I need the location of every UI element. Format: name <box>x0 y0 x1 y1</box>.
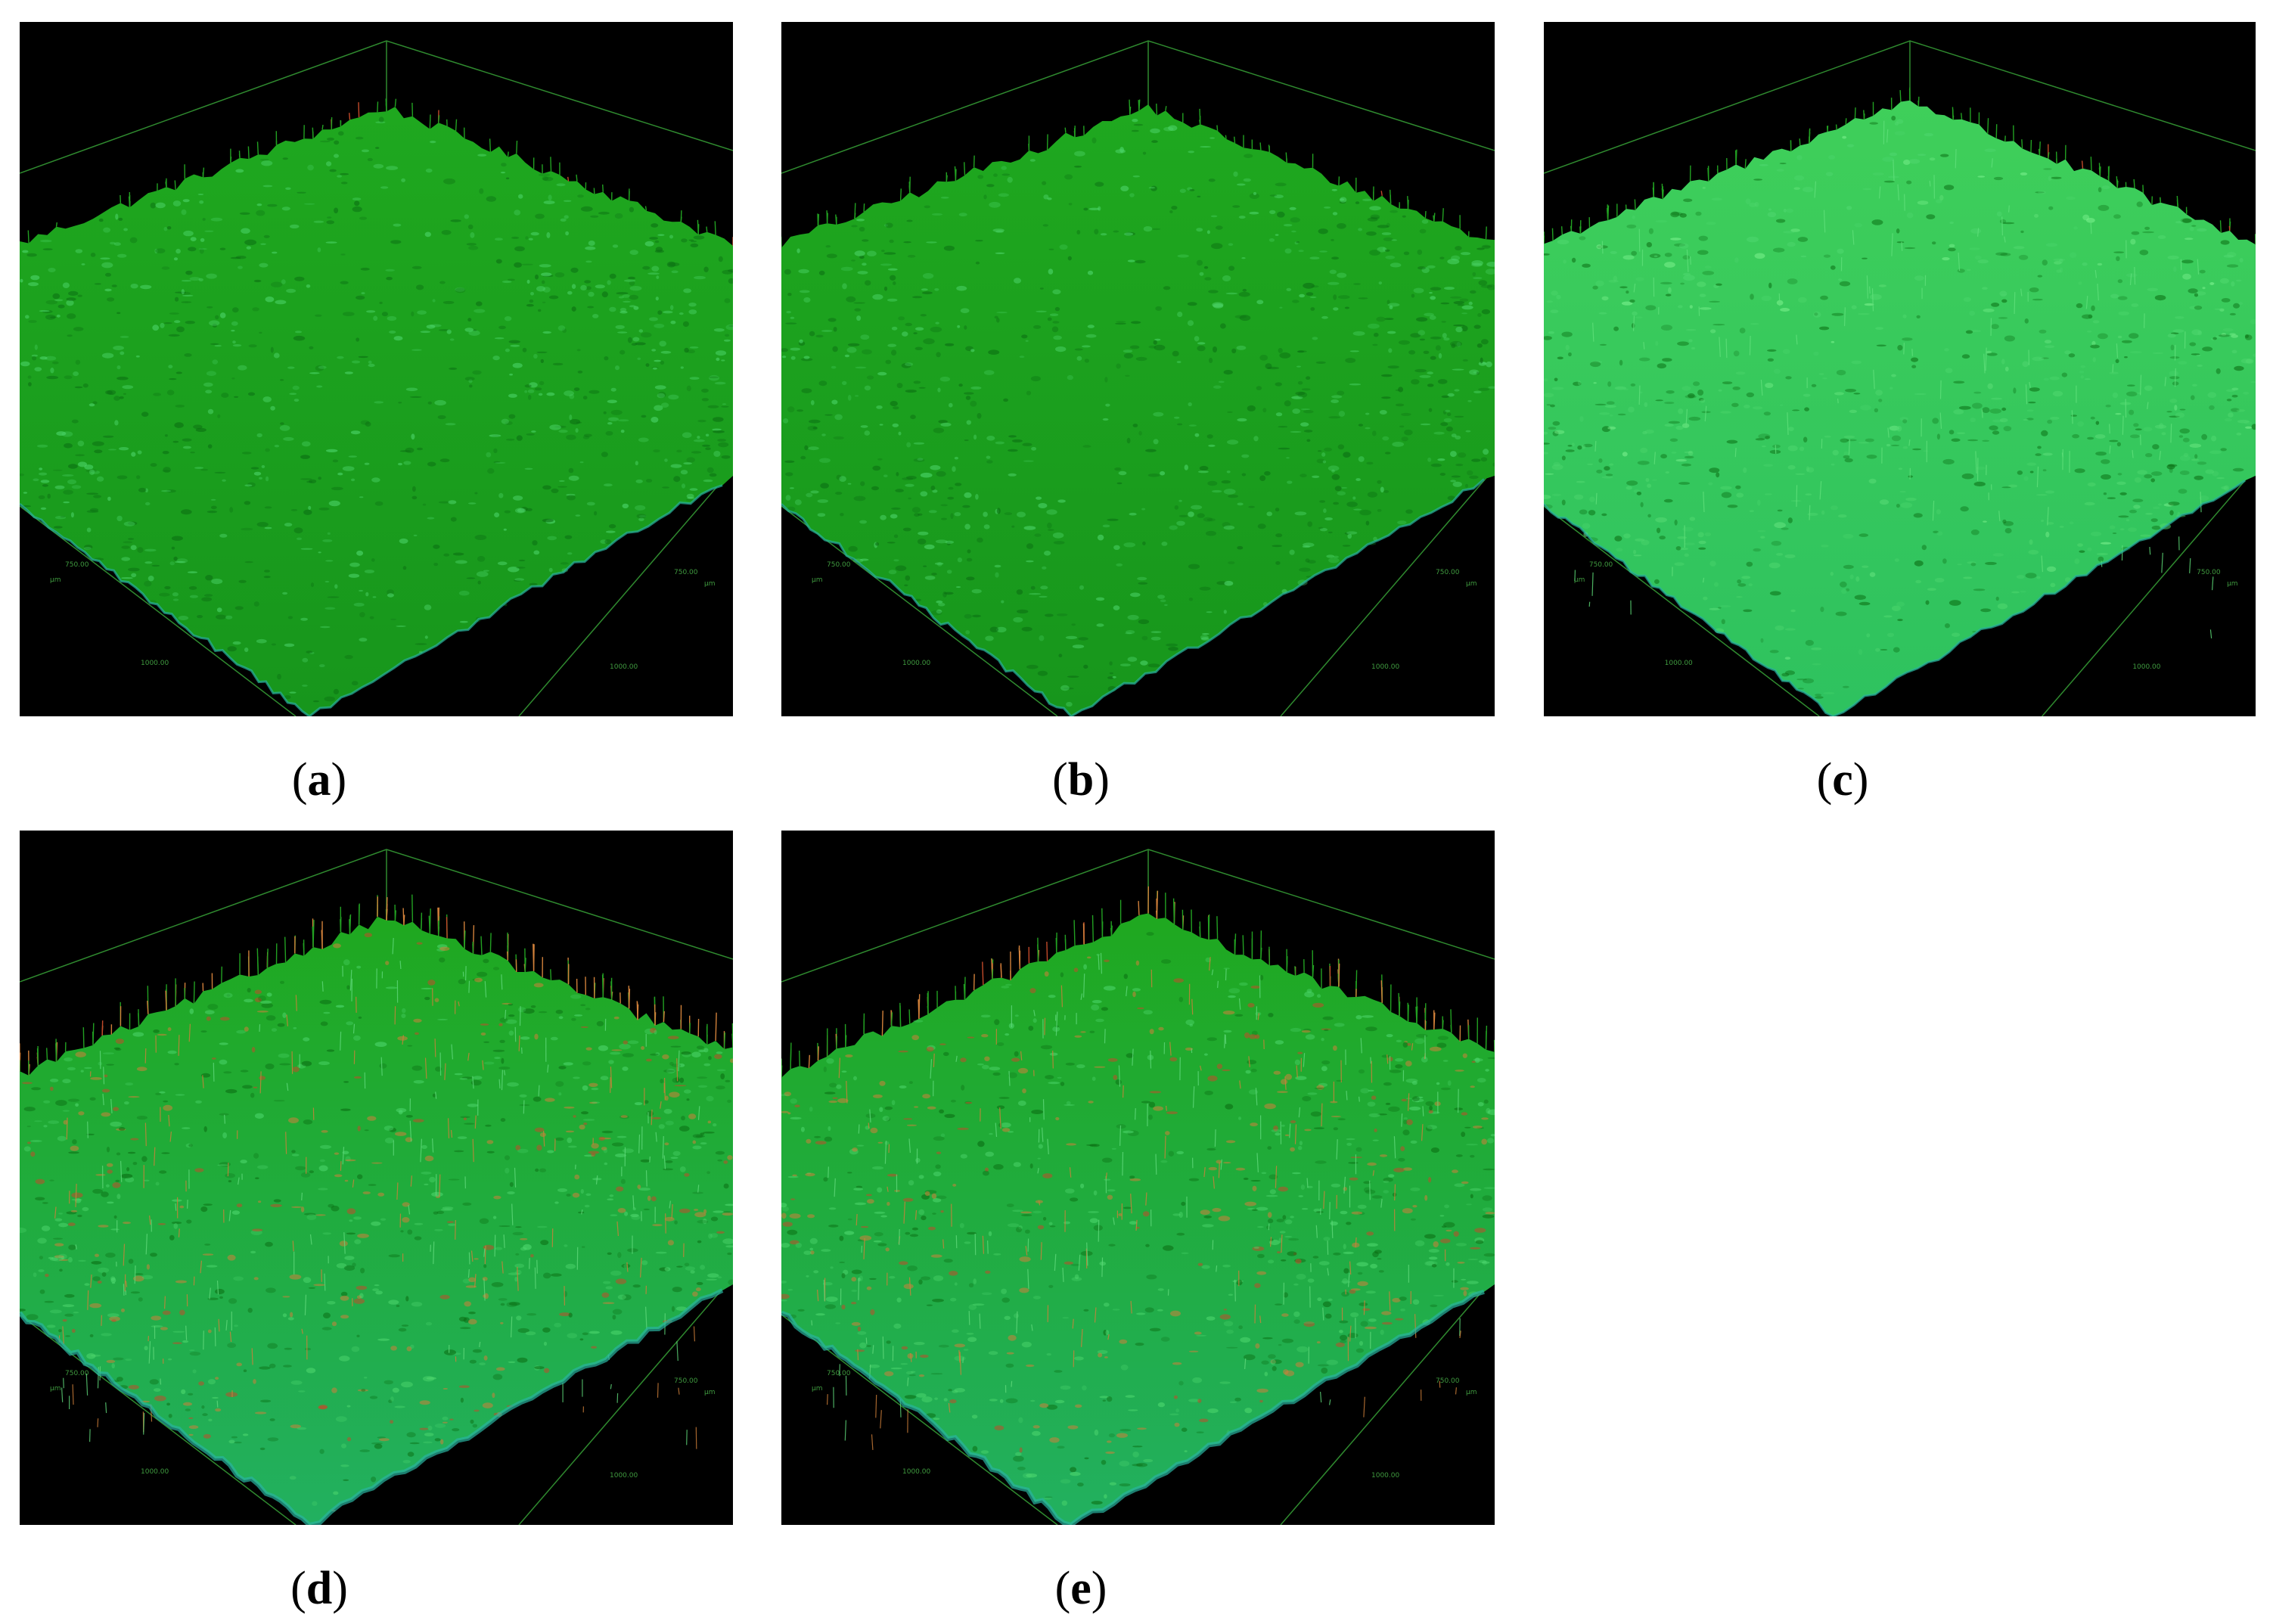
surface-panel-e: 750.00 750.00 1000.00 1000.00 µm µm <box>781 831 1495 1525</box>
axis-tick-label: µm <box>2227 580 2237 588</box>
surface-edge <box>20 484 723 716</box>
surface-texture <box>20 933 733 1512</box>
caption-a: (a) <box>291 754 347 806</box>
axis-tick-label: 1000.00 <box>1665 660 1693 667</box>
surface-plane <box>20 916 733 1525</box>
surface-plane <box>781 913 1495 1525</box>
surface-plane <box>20 107 733 716</box>
surface-peaks <box>27 98 733 246</box>
surface-plane <box>1544 100 2256 716</box>
axis-tick-label: µm <box>704 580 716 588</box>
surface-edge <box>20 1288 724 1525</box>
axis-tick-label: 750.00 <box>1436 1377 1460 1385</box>
caption-b: (b) <box>1052 754 1110 806</box>
axis-tick-label: µm <box>1574 576 1585 584</box>
surface-edge <box>781 1290 1485 1525</box>
surface-texture <box>20 116 733 703</box>
surface-plot-e: 750.00 750.00 1000.00 1000.00 µm µm <box>781 849 1495 1525</box>
axis-tick-label: 1000.00 <box>610 1472 638 1480</box>
surface-peaks <box>781 99 1487 248</box>
axis-tick-label: µm <box>50 1385 61 1393</box>
axis-tick-label: 750.00 <box>65 1370 89 1377</box>
surface-plot-a: 750.00 750.00 1000.00 1000.00 µm µm <box>20 40 733 716</box>
axis-tick-label: µm <box>812 1385 823 1393</box>
surface-plot-c: 750.00 750.00 1000.00 1000.00 µm µm <box>1544 40 2256 716</box>
surface-plot-b: 750.00 750.00 1000.00 1000.00 µm µm <box>781 40 1495 716</box>
axis-tick-label: µm <box>50 576 61 584</box>
axis-tick-label: 1000.00 <box>1371 1472 1399 1480</box>
axis-tick-label: 1000.00 <box>141 660 169 667</box>
surface-panel-a: 750.00 750.00 1000.00 1000.00 µm µm <box>20 22 733 716</box>
axis-tick-label: 750.00 <box>1589 561 1613 569</box>
axis-tick-label: 750.00 <box>2197 569 2221 576</box>
axis-tick-label: 750.00 <box>674 1377 698 1385</box>
axis-tick-label: µm <box>1466 580 1477 588</box>
surface-peaks <box>781 886 1495 1450</box>
bounding-frame <box>781 849 1495 1525</box>
surface-panel-d: 750.00 750.00 1000.00 1000.00 µm µm <box>20 831 733 1525</box>
axis-tick-label: µm <box>704 1389 716 1396</box>
axis-tick-label: 750.00 <box>674 569 698 576</box>
axis-tick-label: 750.00 <box>65 561 89 569</box>
caption-d: (d) <box>290 1563 348 1614</box>
axis-tick-label: 1000.00 <box>902 1468 930 1476</box>
bounding-frame <box>20 40 733 716</box>
surface-plot-d: 750.00 750.00 1000.00 1000.00 µm µm <box>20 849 733 1525</box>
axis-tick-label: 1000.00 <box>1371 663 1399 671</box>
surface-plane <box>781 104 1495 716</box>
caption-e: (e) <box>1054 1563 1107 1614</box>
surface-panel-c: 750.00 750.00 1000.00 1000.00 µm µm <box>1544 22 2256 716</box>
surface-panel-b: 750.00 750.00 1000.00 1000.00 µm µm <box>781 22 1495 716</box>
axis-tick-label: 750.00 <box>827 1370 851 1377</box>
axis-tick-label: 750.00 <box>827 561 851 569</box>
axis-tick-label: µm <box>1466 1389 1477 1396</box>
surface-edge <box>1544 480 2246 716</box>
axis-tick-label: µm <box>812 576 823 584</box>
surface-peaks <box>1544 87 2256 638</box>
axis-tick-label: 1000.00 <box>902 660 930 667</box>
surface-texture <box>781 932 1495 1506</box>
caption-c: (c) <box>1816 754 1869 806</box>
axis-tick-label: 1000.00 <box>610 663 638 671</box>
axis-tick-label: 1000.00 <box>141 1468 169 1476</box>
surface-texture <box>1544 116 2256 699</box>
surface-edge <box>781 478 1485 716</box>
axis-tick-label: 750.00 <box>1436 569 1460 576</box>
surface-peaks <box>20 894 733 1449</box>
surface-texture <box>781 119 1495 707</box>
axis-tick-label: 1000.00 <box>2132 663 2160 671</box>
